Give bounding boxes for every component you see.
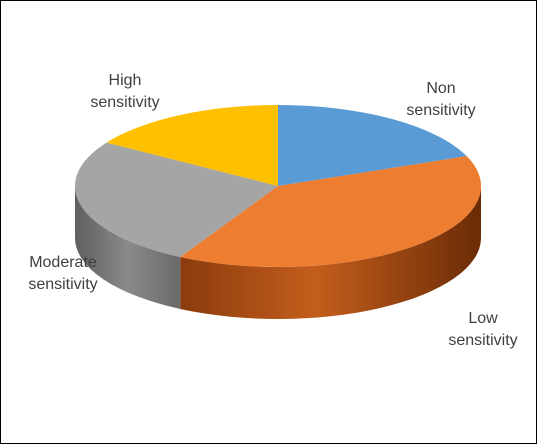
pie-side-moderate-sensitivity [75, 186, 181, 309]
pie-slice-moderate-sensitivity [75, 142, 278, 257]
pie-sides [75, 186, 482, 319]
pie-label-moderate-sensitivity: Moderate sensitivity [28, 254, 97, 293]
pie-slice-high-sensitivity [106, 105, 278, 186]
pie-side-low-sensitivity [180, 186, 482, 319]
pie-tops [75, 105, 482, 267]
pie-slice-non-sensitivity [278, 105, 467, 186]
pie-label-low-sensitivity: Low sensitivity [448, 310, 517, 349]
pie-label-non-sensitivity: Non sensitivity [406, 80, 475, 119]
pie-slice-low-sensitivity [180, 156, 482, 267]
pie-labels: Non sensitivity Low sensitivity Moderate sens… [28, 72, 517, 349]
pie-label-high-sensitivity: High sensitivity [90, 72, 159, 111]
